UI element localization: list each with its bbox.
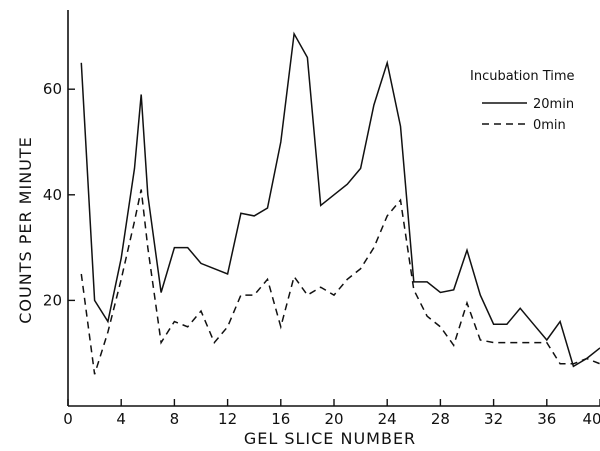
x-tick-label: 28 [431,410,450,428]
series-line-0min [80,189,600,375]
legend-title: Incubation Time [470,69,575,84]
y-tick-label: 40 [43,186,62,204]
legend-label-0min: 0min [533,118,566,133]
series-line-20min [80,31,600,368]
x-tick-label: 36 [537,410,556,428]
x-axis-title: GEL SLICE NUMBER [244,429,416,447]
y-axis-title: COUNTS PER MINUTE [16,136,35,324]
x-tick-label: 16 [271,410,290,428]
legend-label-20min: 20min [533,97,574,112]
x-tick-label: 40 [582,410,600,428]
x-tick-label: 4 [116,410,126,428]
series-lines [80,31,600,375]
x-tick-label: 0 [63,410,73,428]
x-tick-label: 32 [484,410,503,428]
y-tick-label: 20 [43,291,62,309]
x-tick-label: 24 [378,410,397,428]
y-tick-label: 60 [43,80,62,98]
legend: Incubation Time 20min 0min [470,69,575,133]
x-tick-label: 20 [324,410,343,428]
x-tick-label: 8 [170,410,180,428]
ticks: 0 4 8 12 16 20 24 28 32 36 40 20 40 60 [43,80,600,428]
x-tick-label: 12 [218,410,237,428]
